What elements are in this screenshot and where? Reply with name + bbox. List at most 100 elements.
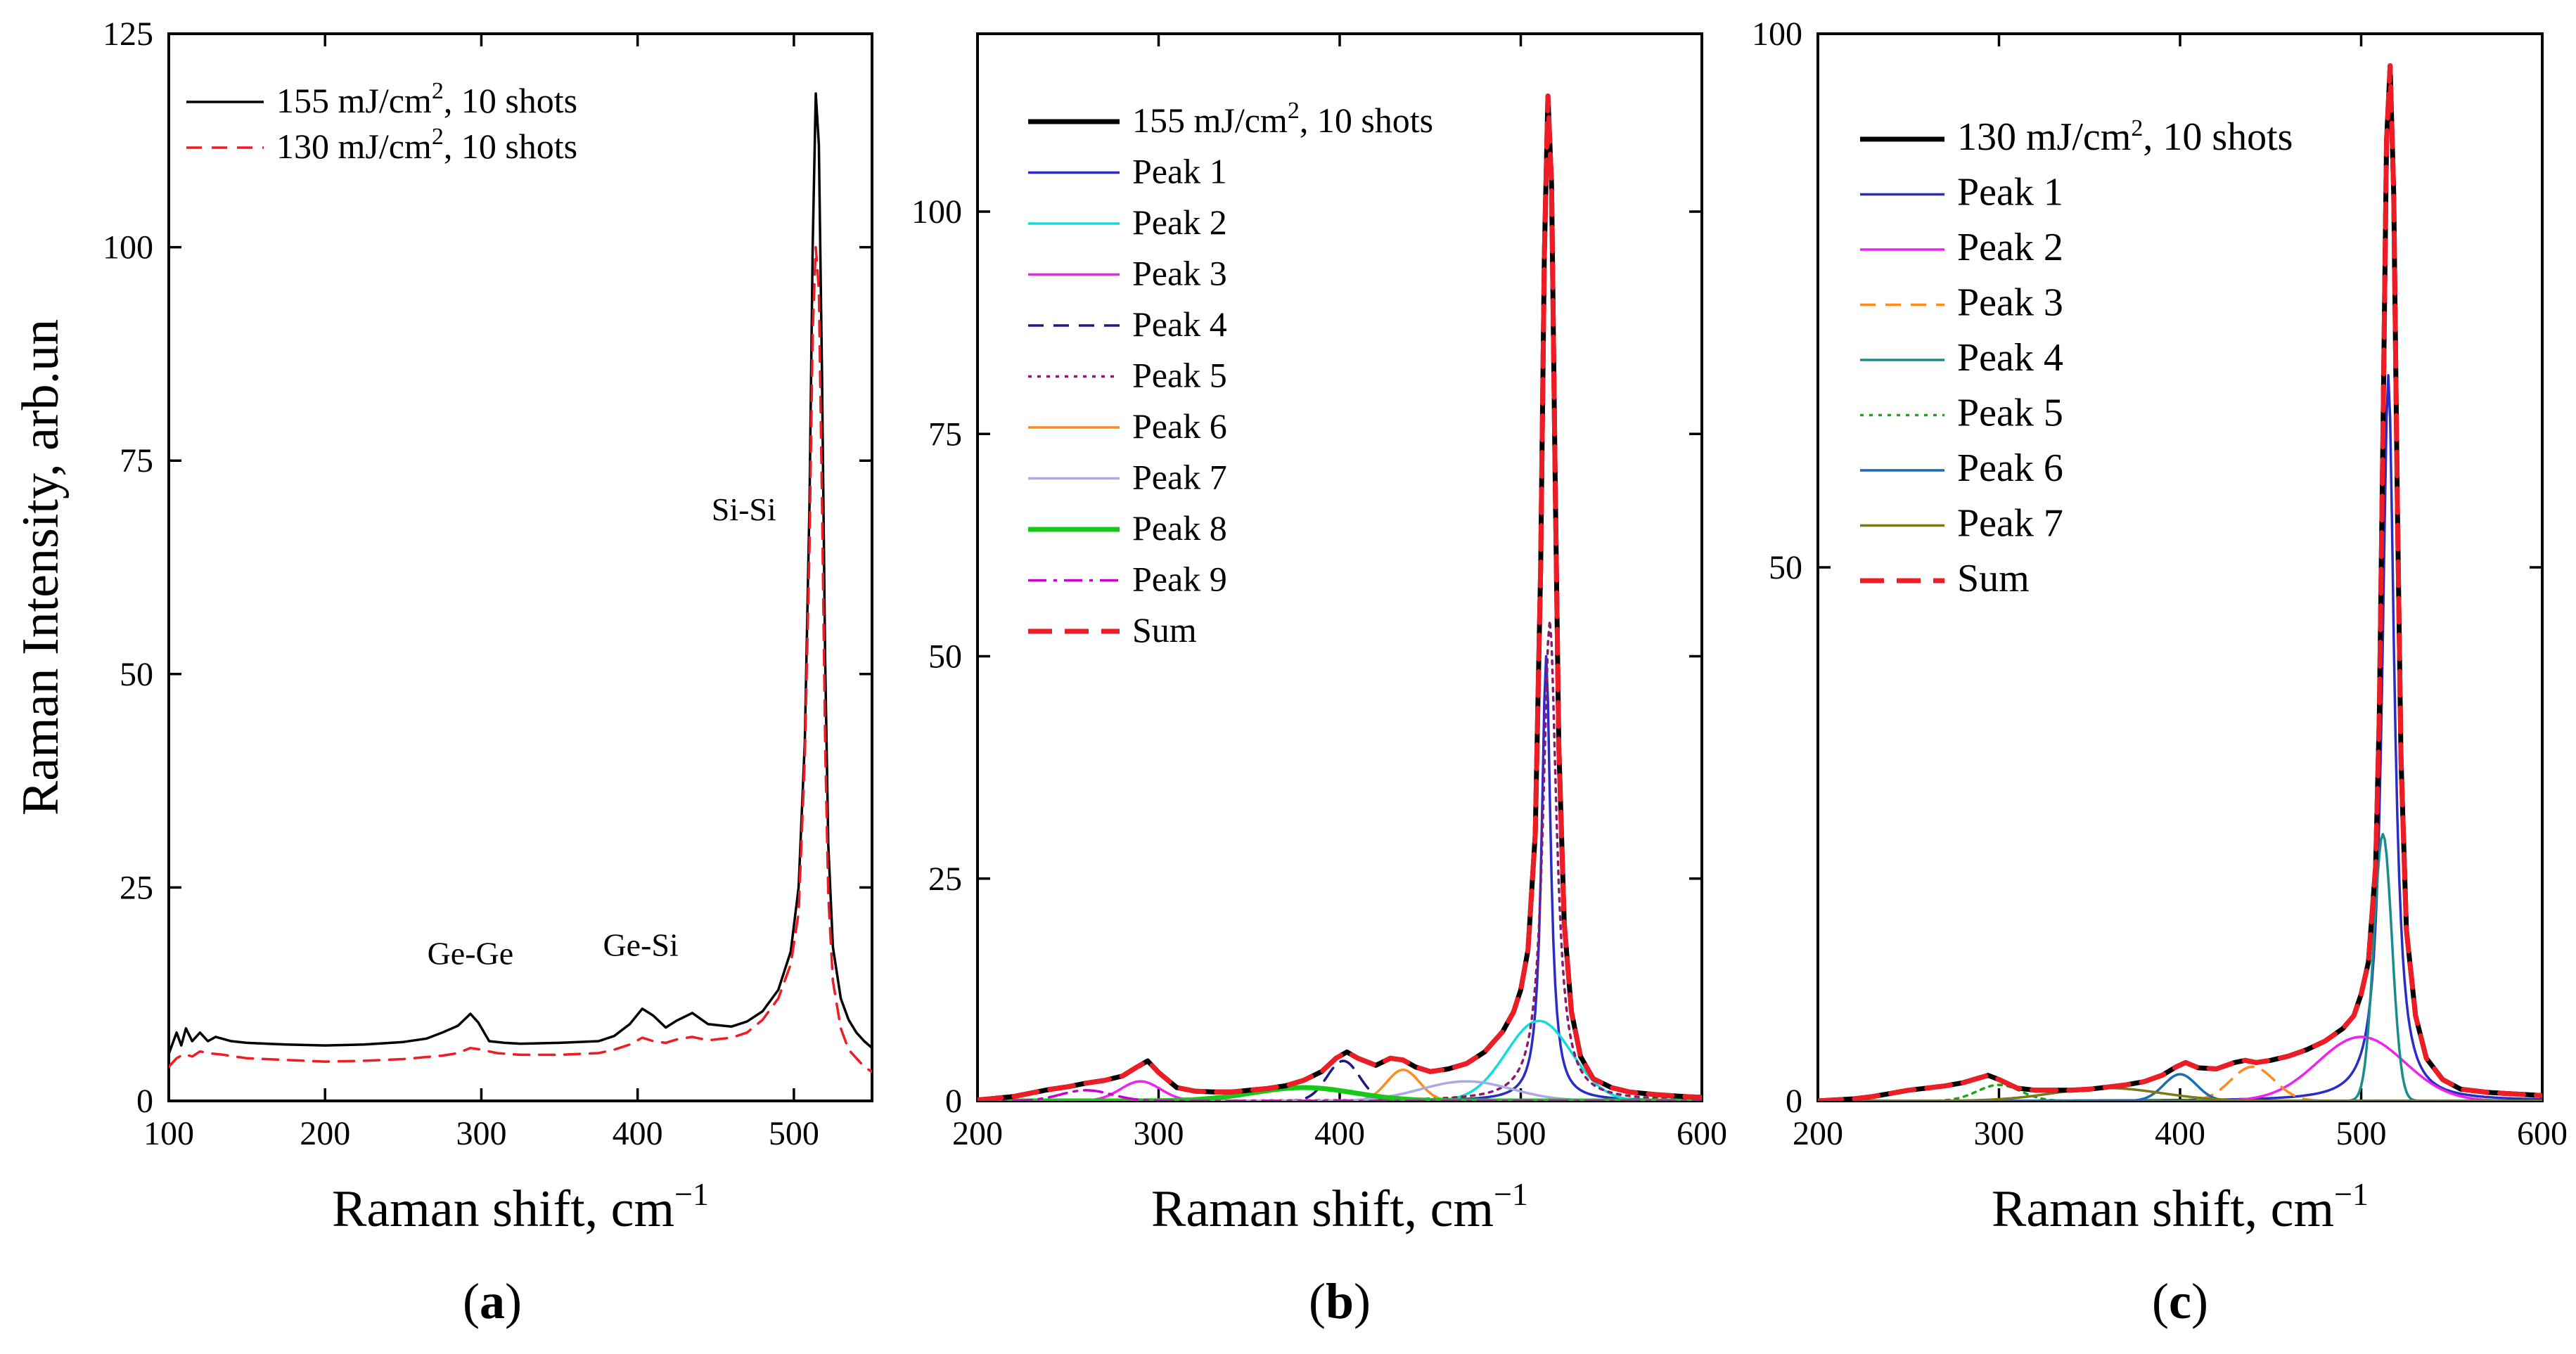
legend-label: Peak 2 (1957, 226, 2063, 269)
legend-label: Peak 1 (1957, 171, 2063, 214)
legend-label-text: 130 mJ/cm (1957, 115, 2131, 159)
legend-label: Peak 5 (1957, 392, 2063, 435)
x-tick-label: 300 (1974, 1115, 2025, 1152)
legend-label-text: 130 mJ/cm (276, 127, 432, 166)
series-line-peak-2 (978, 1019, 1702, 1101)
panel-c: 200 300 400 500 600 0 50 100 Raman shift, cm−1 13… (1752, 15, 2568, 1329)
legend-label: Sum (1132, 610, 1197, 650)
legend-label-text: Sum (1132, 610, 1197, 650)
legend-label: 155 mJ/cm2, 10 shots (276, 78, 577, 120)
legend-label-text: Peak 1 (1132, 152, 1227, 191)
legend-label-text: Peak 6 (1957, 446, 2063, 490)
legend-label-text: Sum (1957, 557, 2030, 600)
x-axis-label: Raman shift, cm−1 (1992, 1176, 2369, 1238)
series-line-155-mj-cm2-10-shots (169, 92, 872, 1055)
panel-label-letter: a (480, 1273, 505, 1329)
y-tick-label: 100 (103, 229, 153, 266)
legend-label: Sum (1957, 557, 2030, 600)
series-line-peak-4 (978, 1059, 1702, 1101)
legend-label-sup: 2 (432, 78, 444, 104)
legend-label-sup: 2 (1288, 98, 1300, 124)
legend-label: Peak 1 (1132, 152, 1227, 191)
panel-label-open: ( (463, 1273, 480, 1329)
legend-label-tail: , 10 shots (2143, 115, 2293, 159)
legend-label-text: Peak 5 (1957, 392, 2063, 435)
x-tick-label: 400 (2155, 1115, 2205, 1152)
y-tick-label: 100 (911, 193, 962, 231)
y-tick-label: 0 (136, 1083, 153, 1120)
peak-annotation: Ge-Ge (428, 936, 514, 972)
legend-label-text: Peak 6 (1132, 406, 1227, 446)
y-tick-label: 75 (928, 415, 962, 453)
panel-label: (a) (463, 1273, 522, 1329)
y-tick-label: 125 (103, 15, 153, 53)
x-tick-label: 200 (1793, 1115, 1843, 1152)
panel-label-letter: c (2169, 1273, 2191, 1329)
series-line-sum (978, 94, 1702, 1101)
legend-label: Peak 3 (1957, 281, 2063, 325)
legend-label-text: Peak 5 (1132, 356, 1227, 395)
legend-label-text: Peak 2 (1132, 202, 1227, 242)
x-tick-label: 300 (456, 1115, 506, 1152)
x-tick-label: 400 (1314, 1115, 1365, 1152)
x-axis-label: Raman shift, cm−1 (332, 1176, 709, 1238)
legend-label-text: Peak 8 (1132, 508, 1227, 548)
y-tick-label: 50 (1769, 549, 1802, 586)
panel-label-close: ) (2191, 1273, 2208, 1329)
legend-label-text: Peak 7 (1132, 458, 1227, 497)
panel-label-open: ( (1309, 1273, 1326, 1329)
legend-label-text: 155 mJ/cm (276, 81, 432, 120)
plot-frame (167, 32, 873, 1102)
series-line-sum (1818, 63, 2542, 1101)
y-tick-label: 0 (945, 1083, 962, 1120)
legend-label: Peak 6 (1132, 406, 1227, 446)
legend-label: Peak 4 (1132, 304, 1227, 344)
panel-label-close: ) (505, 1273, 522, 1329)
y-tick-label: 75 (120, 442, 153, 479)
peak-annotation: Si-Si (712, 491, 776, 527)
series-line-peak-1 (1818, 374, 2542, 1101)
series-line-130-mj-cm2-10-shots (1818, 63, 2542, 1101)
x-tick-label: 200 (300, 1115, 350, 1152)
peak-annotation: Ge-Si (603, 927, 678, 963)
legend-label-text: Peak 9 (1132, 560, 1227, 599)
legend-label-tail: , 10 shots (1300, 101, 1433, 140)
plot-area (978, 94, 1702, 1101)
legend-label: Peak 4 (1957, 336, 2063, 380)
y-tick-label: 0 (1786, 1083, 1802, 1120)
series-line-130-mj-cm2-10-shots (169, 245, 872, 1073)
legend-label: Peak 7 (1957, 502, 2063, 546)
panel-label-open: ( (2152, 1273, 2169, 1329)
panel-label-letter: b (1326, 1273, 1354, 1329)
x-tick-label: 300 (1134, 1115, 1184, 1152)
x-axis-label-text: Raman shift, cm (1151, 1180, 1494, 1238)
x-tick-label: 400 (613, 1115, 663, 1152)
panel-label: (c) (2152, 1273, 2208, 1329)
legend-label-text: Peak 1 (1957, 171, 2063, 214)
x-axis-label-text: Raman shift, cm (1992, 1180, 2334, 1238)
x-tick-label: 100 (143, 1115, 194, 1152)
series-line-155-mj-cm2-10-shots (978, 94, 1702, 1101)
legend-label-text: 155 mJ/cm (1132, 101, 1288, 140)
x-tick-label: 500 (1496, 1115, 1546, 1152)
y-tick-label: 25 (120, 869, 153, 906)
legend-label: 130 mJ/cm2, 10 shots (1957, 115, 2293, 159)
legend-label: Peak 7 (1132, 458, 1227, 497)
x-axis-label-text: Raman shift, cm (332, 1180, 674, 1238)
legend-label-text: Peak 4 (1957, 336, 2063, 380)
legend-label: 130 mJ/cm2, 10 shots (276, 124, 577, 166)
y-axis-label: Raman Intensity, arb.un (12, 319, 70, 815)
x-axis-label-sup: −1 (2334, 1176, 2369, 1212)
series-line-peak-9 (978, 1089, 1702, 1101)
series-line-peak-2 (1818, 1036, 2542, 1101)
plot-area (169, 92, 872, 1073)
legend-label: 155 mJ/cm2, 10 shots (1132, 98, 1433, 140)
y-tick-label: 25 (928, 860, 962, 898)
x-tick-label: 500 (769, 1115, 819, 1152)
series-line-peak-7 (1818, 1087, 2542, 1101)
legend-label-tail: , 10 shots (444, 127, 577, 166)
y-tick-label: 50 (120, 656, 153, 693)
x-tick-label: 200 (952, 1115, 1003, 1152)
x-tick-label: 500 (2336, 1115, 2387, 1152)
